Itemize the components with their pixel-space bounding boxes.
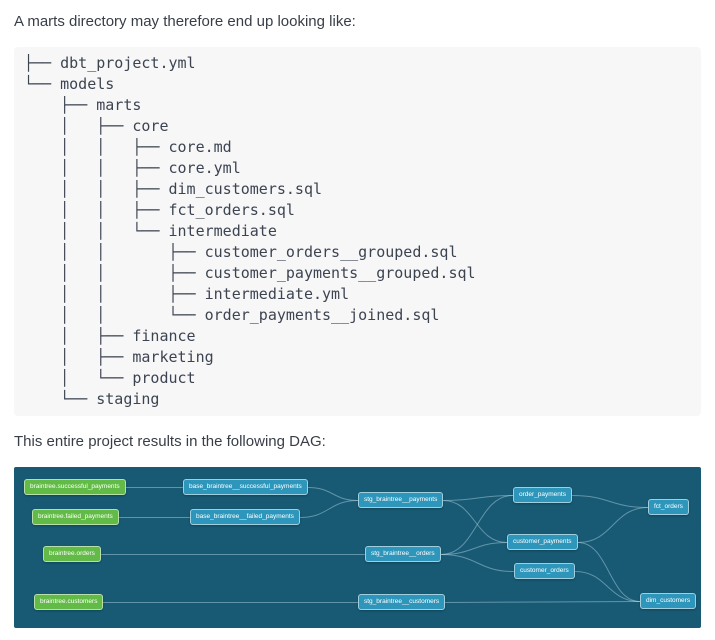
dag-node-customer-orders: customer_orders [514,562,575,579]
dag-node-base-braintree-successful-payments: base_braintree__successful_payments [183,478,308,495]
dag-intro-paragraph: This entire project results in the follo… [14,432,326,450]
dag-edge [442,494,514,501]
dag-edge [440,541,508,555]
dag-node-braintree-successful-payments: braintree.successful_payments [24,478,126,495]
dag-edge [571,494,649,508]
dag-edge [577,541,641,602]
dag-edge [307,486,359,501]
dag-node-stg-braintree-orders: stg_braintree__orders [365,545,441,562]
dag-node-base-braintree-failed-payments: base_braintree__failed_payments [190,508,300,525]
dag-edge [440,494,514,555]
dag-node-stg-braintree-payments: stg_braintree__payments [358,491,444,508]
dag-node-customer-payments: customer_payments [507,533,578,550]
dag-node-fct-orders: fct_orders [648,498,689,515]
dag-node-braintree-customers: braintree.customers [34,593,104,610]
dag-edges-layer [101,486,649,603]
dag-node-braintree-orders: braintree.orders [43,545,101,562]
intro-paragraph: A marts directory may therefore end up l… [14,13,356,30]
dag-edge [442,499,508,543]
dag-node-stg-braintree-customers: stg_braintree__customers [358,593,446,610]
dag-node-dim-customers: dim_customers [640,592,697,609]
dag-edge [577,506,649,543]
dag-edge [299,499,359,518]
dag-edge [574,570,641,602]
directory-tree-code-block: ├── dbt_project.yml └── models ├── marts… [14,46,701,416]
dag-edge [444,600,641,603]
dag-node-order-payments: order_payments [513,486,572,503]
dag-node-braintree-failed-payments: braintree.failed_payments [32,508,119,525]
dag-canvas: braintree.successful_payments braintree.f… [14,466,701,628]
dag-edge [440,553,515,572]
